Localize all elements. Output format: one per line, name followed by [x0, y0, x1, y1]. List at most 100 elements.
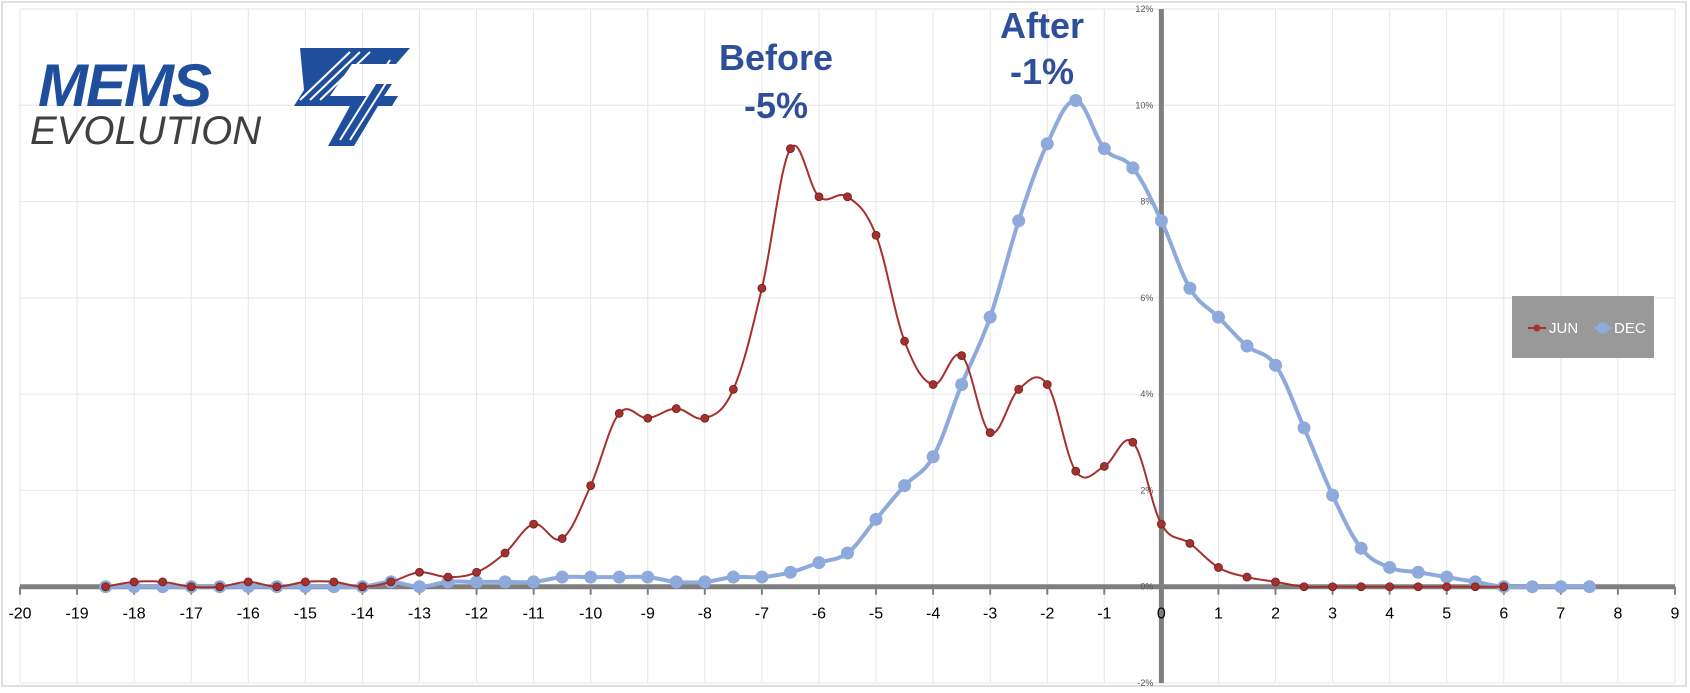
x-tick-labels: -20 -19 -18 -17 -16 -15 -14 -13 -12 -11 -10 -9 -8 -7-…	[8, 606, 1679, 623]
data-point-jun	[386, 577, 396, 587]
data-point-jun	[1185, 538, 1195, 548]
data-point-dec	[869, 512, 883, 526]
logo-text-mems: MEMS	[38, 52, 212, 119]
annotation-after-line2: -1%	[1010, 51, 1074, 92]
data-point-dec	[1440, 570, 1454, 584]
data-point-dec	[1211, 310, 1225, 324]
data-point-dec	[898, 479, 912, 493]
data-point-jun	[1156, 519, 1166, 529]
data-point-jun	[586, 481, 596, 491]
legend-swatch-jun-marker	[1533, 324, 1541, 332]
x-tick-label: -16	[237, 606, 260, 623]
y-tick-label: 12%	[1135, 4, 1153, 14]
data-point-jun	[1470, 582, 1480, 592]
legend-swatch-dec-marker	[1597, 322, 1609, 334]
data-point-jun	[329, 577, 339, 587]
data-point-dec	[555, 570, 569, 584]
data-point-jun	[1042, 380, 1052, 389]
data-point-jun	[300, 577, 310, 587]
data-point-jun	[415, 567, 424, 577]
data-point-dec	[641, 570, 655, 584]
data-point-dec	[1183, 281, 1197, 295]
x-tick-label: -14	[351, 606, 374, 623]
x-tick-label: 6	[1499, 606, 1508, 623]
x-tick-label: -11	[523, 606, 545, 623]
data-point-jun	[1385, 582, 1395, 592]
data-point-jun	[1214, 563, 1223, 572]
data-point-jun	[557, 534, 567, 543]
data-point-dec	[470, 575, 484, 589]
data-point-jun	[1356, 582, 1366, 592]
data-point-jun	[101, 582, 111, 592]
data-point-jun	[900, 336, 909, 346]
logo-stripes	[299, 51, 399, 141]
x-tick-label: -19	[66, 606, 89, 623]
x-tick-label: 4	[1385, 606, 1394, 623]
data-point-dec	[955, 378, 969, 392]
x-tick-label: -10	[579, 606, 602, 623]
data-point-dec	[584, 570, 598, 584]
data-point-jun	[814, 192, 824, 202]
data-point-jun	[529, 519, 539, 529]
data-point-dec	[1525, 580, 1539, 594]
y-tick-label: 8%	[1140, 197, 1153, 207]
x-tick-label: 5	[1442, 606, 1451, 623]
x-tick-label: -12	[465, 606, 488, 623]
legend: JUN DEC	[1512, 296, 1654, 358]
x-tick-label: 8	[1613, 606, 1622, 623]
data-point-dec	[983, 310, 997, 324]
y-tick-label: 10%	[1135, 100, 1153, 110]
y-tick-label: 0%	[1140, 582, 1153, 592]
data-point-jun	[643, 413, 653, 423]
data-point-jun	[614, 408, 624, 418]
data-point-jun	[158, 577, 168, 587]
data-point-jun	[1071, 466, 1081, 476]
data-point-dec	[1012, 214, 1026, 228]
data-point-dec	[1069, 93, 1083, 107]
data-point-dec	[1240, 339, 1254, 353]
data-point-jun	[871, 230, 881, 240]
data-point-jun	[843, 192, 852, 202]
data-point-dec	[698, 575, 712, 589]
data-point-jun	[728, 384, 738, 394]
annotation-before-line1: Before	[719, 37, 833, 78]
data-point-jun	[472, 567, 481, 577]
legend-label-dec: DEC	[1614, 320, 1646, 337]
legend-label-jun: JUN	[1549, 320, 1578, 337]
data-point-dec	[783, 565, 797, 579]
data-point-jun	[272, 582, 282, 592]
data-point-dec	[1554, 580, 1568, 594]
data-point-jun	[358, 582, 367, 592]
series-line-jun	[104, 144, 1505, 589]
logo-numeral-4	[294, 48, 410, 146]
data-point-dec	[1269, 358, 1283, 372]
series-layer	[99, 93, 1596, 594]
x-tick-label: -1	[1097, 606, 1111, 623]
data-point-dec	[1097, 142, 1111, 156]
data-point-dec	[412, 580, 426, 594]
annotation-before: Before -5%	[719, 37, 833, 126]
x-tick-label: -7	[755, 606, 769, 623]
x-tick-label: -13	[408, 606, 431, 623]
legend-item-dec: DEC	[1594, 320, 1646, 337]
y-tick-label: -2%	[1137, 678, 1153, 688]
data-point-dec	[1383, 560, 1397, 574]
data-point-jun	[243, 577, 253, 587]
data-point-jun	[1442, 582, 1452, 592]
x-tick-label: -6	[812, 606, 826, 623]
data-point-dec	[498, 575, 512, 589]
data-point-jun	[1299, 582, 1309, 592]
data-point-dec	[612, 570, 626, 584]
data-point-jun	[500, 548, 510, 558]
data-point-dec	[669, 575, 683, 589]
annotation-after-line1: After	[1000, 5, 1084, 46]
data-point-jun	[1499, 582, 1509, 592]
y-tick-labels: -2% 0% 2% 4% 6% 8% 10% 12%	[1135, 4, 1153, 688]
data-point-jun	[186, 582, 196, 592]
x-tick-label: -9	[641, 606, 655, 623]
x-tick-label: 1	[1214, 606, 1223, 623]
logo-text-evolution: EVOLUTION	[30, 109, 261, 153]
data-point-jun	[443, 572, 453, 582]
